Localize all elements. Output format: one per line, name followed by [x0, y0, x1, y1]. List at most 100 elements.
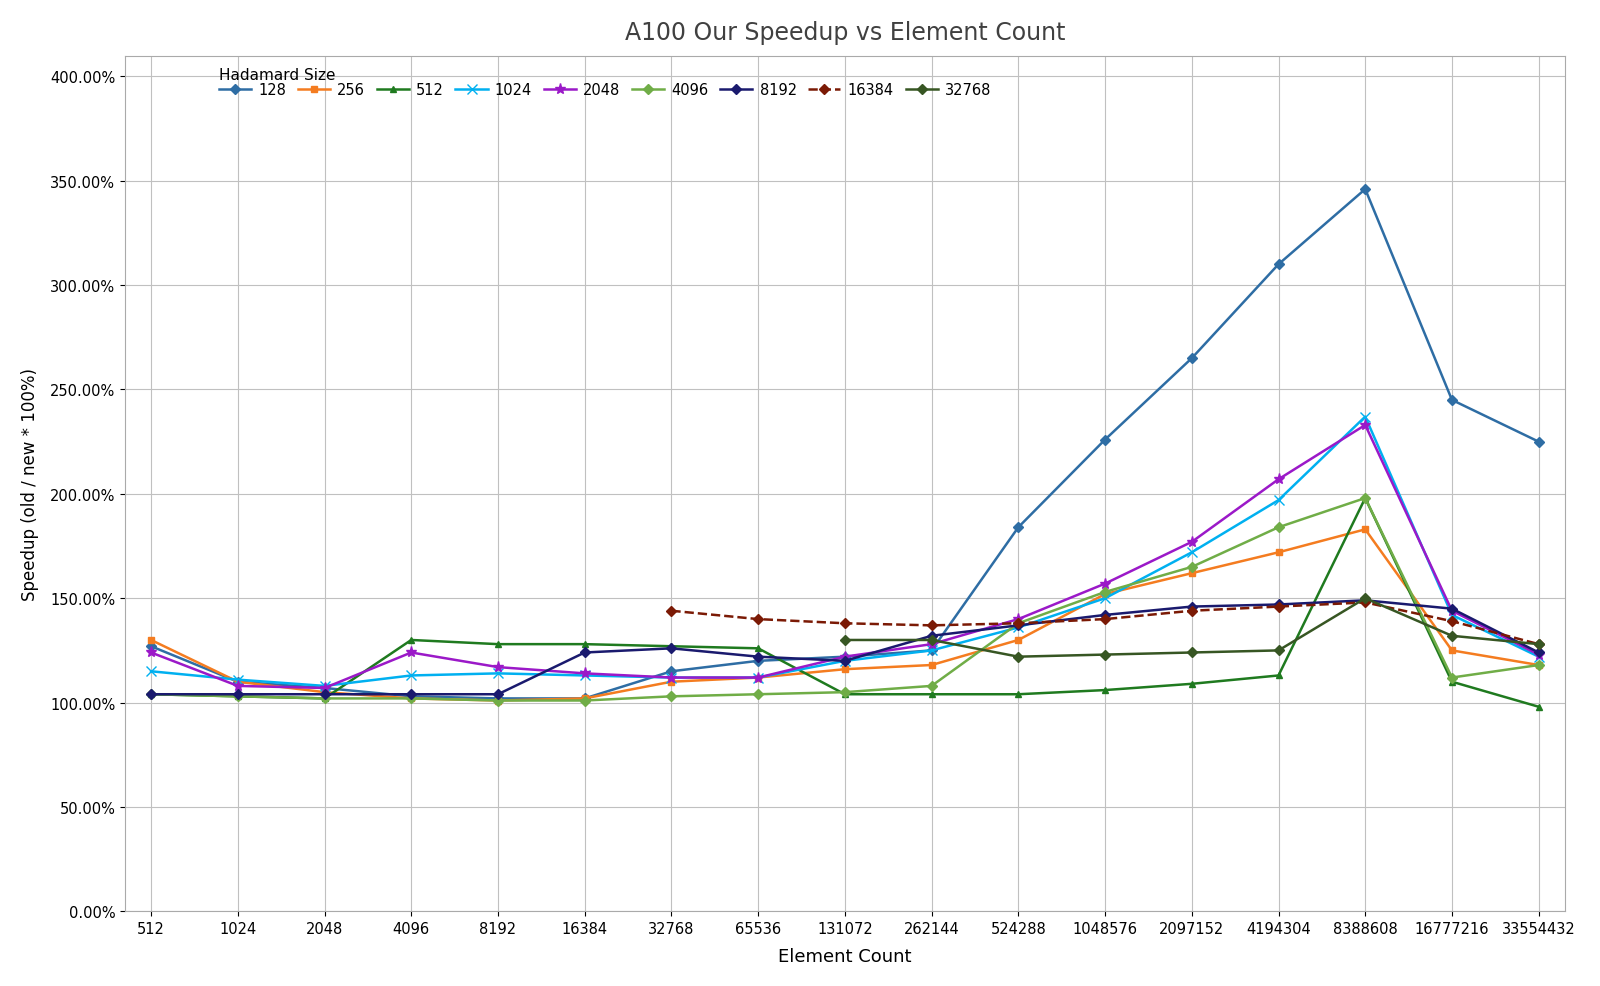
- 8192: [1182, 601, 1202, 613]
- 2048: [1269, 474, 1288, 486]
- 2048: [922, 639, 941, 651]
- 1024: [922, 645, 941, 657]
- 16384: [922, 620, 941, 632]
- Line: 16384: 16384: [667, 599, 1542, 648]
- 1024: [1530, 651, 1549, 663]
- 512: [402, 634, 421, 646]
- 256: [1096, 589, 1115, 600]
- Line: 2048: 2048: [146, 420, 1544, 694]
- 16384: [1530, 639, 1549, 651]
- 128: [1355, 184, 1374, 196]
- 2048: [749, 671, 768, 683]
- 256: [749, 671, 768, 683]
- 16384: [835, 617, 854, 629]
- 16384: [1269, 601, 1288, 613]
- 256: [1269, 547, 1288, 559]
- 32768: [922, 634, 941, 646]
- 1024: [574, 669, 594, 681]
- 512: [229, 691, 248, 703]
- Line: 256: 256: [147, 527, 1542, 704]
- 8192: [835, 656, 854, 668]
- 512: [1269, 669, 1288, 681]
- 512: [141, 688, 160, 700]
- 2048: [1530, 649, 1549, 661]
- 256: [1182, 568, 1202, 580]
- 8192: [922, 630, 941, 642]
- 256: [835, 664, 854, 675]
- 32768: [1355, 593, 1374, 604]
- Y-axis label: Speedup (old / new * 100%): Speedup (old / new * 100%): [21, 368, 38, 600]
- 512: [1530, 701, 1549, 713]
- 512: [488, 639, 507, 651]
- 512: [574, 639, 594, 651]
- 128: [1182, 353, 1202, 365]
- 1024: [662, 671, 682, 683]
- 4096: [1355, 493, 1374, 505]
- 1024: [1096, 593, 1115, 604]
- 32768: [835, 634, 854, 646]
- 2048: [1355, 420, 1374, 432]
- 512: [662, 641, 682, 653]
- 4096: [574, 695, 594, 707]
- 32768: [1182, 647, 1202, 659]
- 1024: [1442, 609, 1461, 621]
- 128: [229, 676, 248, 688]
- 512: [315, 693, 334, 705]
- 128: [749, 656, 768, 668]
- 1024: [402, 669, 421, 681]
- Line: 1024: 1024: [146, 412, 1544, 691]
- 2048: [1096, 578, 1115, 590]
- 8192: [315, 688, 334, 700]
- 256: [488, 695, 507, 707]
- 128: [141, 641, 160, 653]
- 16384: [1182, 605, 1202, 617]
- 8192: [574, 647, 594, 659]
- 8192: [141, 688, 160, 700]
- 256: [1530, 660, 1549, 671]
- Title: A100 Our Speedup vs Element Count: A100 Our Speedup vs Element Count: [624, 21, 1066, 44]
- 1024: [1182, 547, 1202, 559]
- 16384: [662, 605, 682, 617]
- 512: [922, 688, 941, 700]
- 512: [835, 688, 854, 700]
- 256: [315, 686, 334, 698]
- 512: [1008, 688, 1027, 700]
- 256: [1008, 634, 1027, 646]
- 8192: [229, 688, 248, 700]
- 512: [749, 643, 768, 655]
- 128: [402, 691, 421, 703]
- 256: [1442, 645, 1461, 657]
- 256: [922, 660, 941, 671]
- 4096: [922, 680, 941, 692]
- 4096: [488, 695, 507, 707]
- 1024: [229, 674, 248, 686]
- 8192: [1530, 647, 1549, 659]
- Line: 8192: 8192: [147, 598, 1542, 698]
- 128: [1269, 259, 1288, 271]
- 8192: [1096, 609, 1115, 621]
- 1024: [488, 668, 507, 679]
- 8192: [749, 651, 768, 663]
- 8192: [1269, 599, 1288, 610]
- 2048: [229, 680, 248, 692]
- 8192: [1442, 603, 1461, 615]
- 2048: [574, 668, 594, 679]
- 128: [1530, 436, 1549, 448]
- 512: [1442, 676, 1461, 688]
- 512: [1096, 684, 1115, 696]
- 256: [229, 676, 248, 688]
- Line: 512: 512: [147, 495, 1542, 711]
- 4096: [835, 686, 854, 698]
- 128: [835, 651, 854, 663]
- 32768: [1442, 630, 1461, 642]
- 4096: [662, 691, 682, 703]
- 512: [1355, 493, 1374, 505]
- 4096: [1182, 561, 1202, 573]
- 4096: [1530, 660, 1549, 671]
- 4096: [1269, 522, 1288, 533]
- 4096: [1008, 617, 1027, 629]
- 1024: [315, 680, 334, 692]
- 1024: [1008, 622, 1027, 634]
- 256: [141, 634, 160, 646]
- 4096: [1096, 587, 1115, 599]
